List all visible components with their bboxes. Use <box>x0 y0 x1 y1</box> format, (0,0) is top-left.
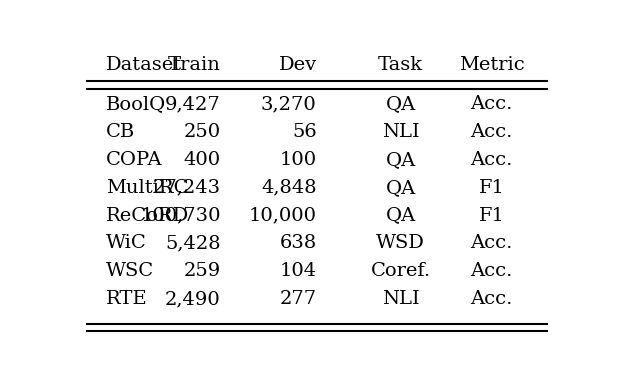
Text: Metric: Metric <box>459 56 525 74</box>
Text: 638: 638 <box>279 235 317 252</box>
Text: 9,427: 9,427 <box>165 96 221 114</box>
Text: Train: Train <box>168 56 221 74</box>
Text: 56: 56 <box>292 123 317 141</box>
Text: WSD: WSD <box>376 235 425 252</box>
Text: Acc.: Acc. <box>470 123 513 141</box>
Text: WiC: WiC <box>106 235 146 252</box>
Text: NLI: NLI <box>382 123 420 141</box>
Text: Coref.: Coref. <box>370 262 431 280</box>
Text: 2,490: 2,490 <box>165 290 221 308</box>
Text: BoolQ: BoolQ <box>106 96 166 114</box>
Text: NLI: NLI <box>382 290 420 308</box>
Text: MultiRC: MultiRC <box>106 179 188 197</box>
Text: F1: F1 <box>478 207 504 224</box>
Text: QA: QA <box>386 207 416 224</box>
Text: Acc.: Acc. <box>470 262 513 280</box>
Text: 277: 277 <box>279 290 317 308</box>
Text: 100,730: 100,730 <box>140 207 221 224</box>
Text: QA: QA <box>386 151 416 169</box>
Text: 10,000: 10,000 <box>248 207 317 224</box>
Text: QA: QA <box>386 179 416 197</box>
Text: WSC: WSC <box>106 262 154 280</box>
Text: 259: 259 <box>184 262 221 280</box>
Text: 250: 250 <box>184 123 221 141</box>
Text: 4,848: 4,848 <box>261 179 317 197</box>
Text: Acc.: Acc. <box>470 235 513 252</box>
Text: 104: 104 <box>279 262 317 280</box>
Text: Dataset: Dataset <box>106 56 182 74</box>
Text: Acc.: Acc. <box>470 96 513 114</box>
Text: 5,428: 5,428 <box>165 235 221 252</box>
Text: Task: Task <box>378 56 423 74</box>
Text: 400: 400 <box>184 151 221 169</box>
Text: Dev: Dev <box>279 56 317 74</box>
Text: 27,243: 27,243 <box>153 179 221 197</box>
Text: ReCoRD: ReCoRD <box>106 207 189 224</box>
Text: Acc.: Acc. <box>470 151 513 169</box>
Text: QA: QA <box>386 96 416 114</box>
Text: 3,270: 3,270 <box>261 96 317 114</box>
Text: Acc.: Acc. <box>470 290 513 308</box>
Text: F1: F1 <box>478 179 504 197</box>
Text: COPA: COPA <box>106 151 163 169</box>
Text: 100: 100 <box>279 151 317 169</box>
Text: RTE: RTE <box>106 290 148 308</box>
Text: CB: CB <box>106 123 135 141</box>
